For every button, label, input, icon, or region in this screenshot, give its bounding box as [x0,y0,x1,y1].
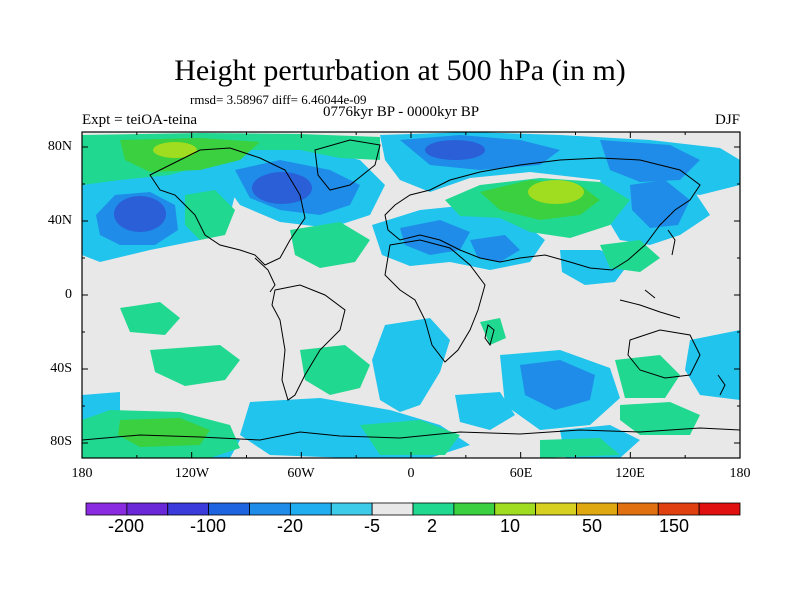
lon-label-180e: 180 [729,466,751,481]
colorbar-swatch [249,502,291,516]
lat-label-40n: 40N [47,213,72,228]
colorbar-swatch [208,502,250,516]
lon-label-60e: 60E [509,466,533,481]
lon-label-120e: 120E [615,466,645,481]
lon-label-120w: 120W [174,466,210,481]
colorbar-swatch [535,502,577,516]
contour-yellow-green [153,142,584,204]
colorbar-swatch [85,502,128,516]
period-label: 0776kyr BP - 0000kyr BP [323,104,480,120]
coastlines [82,139,740,441]
colorbar-swatch [494,502,537,516]
colorbar-swatch [657,502,700,516]
colorbar-label: 10 [499,516,521,536]
lon-label-0: 0 [407,466,415,481]
colorbar-swatch [126,502,169,516]
colorbar-label: 50 [581,516,603,536]
experiment-label: Expt = teiOA-teina [82,112,198,128]
colorbar [85,502,741,516]
colorbar-label: -5 [363,516,380,536]
lat-label-80n: 80N [47,139,72,154]
colorbar-swatch [371,502,414,516]
colorbar-swatch [167,502,210,516]
lon-label-180w: 180 [71,466,93,481]
colorbar-label: -100 [189,516,227,536]
map-field [82,132,740,458]
lon-label-60w: 60W [287,466,315,481]
colorbar-swatch [616,502,659,516]
colorbar-label: -200 [107,516,145,536]
lat-label-40s: 40S [50,361,72,376]
colorbar-label: -20 [276,516,303,536]
map-title: Height perturbation at 500 hPa (in m) [174,54,626,87]
colorbar-swatch [698,502,741,516]
colorbar-swatch [412,502,455,516]
colorbar-label: 2 [426,516,437,536]
lat-label-80s: 80S [50,434,72,449]
rmsd-stats: rmsd= 3.58967 diff= 6.46044e-09 [190,92,367,107]
colorbar-label: 150 [658,516,690,536]
colorbar-swatch [330,502,373,516]
lat-label-0: 0 [65,287,72,302]
contour-dark-blue [114,140,485,232]
colorbar-swatch [576,502,618,516]
season-label: DJF [714,112,740,128]
colorbar-swatch [453,502,496,516]
axis-ticks [81,132,741,458]
colorbar-swatch [289,502,332,516]
